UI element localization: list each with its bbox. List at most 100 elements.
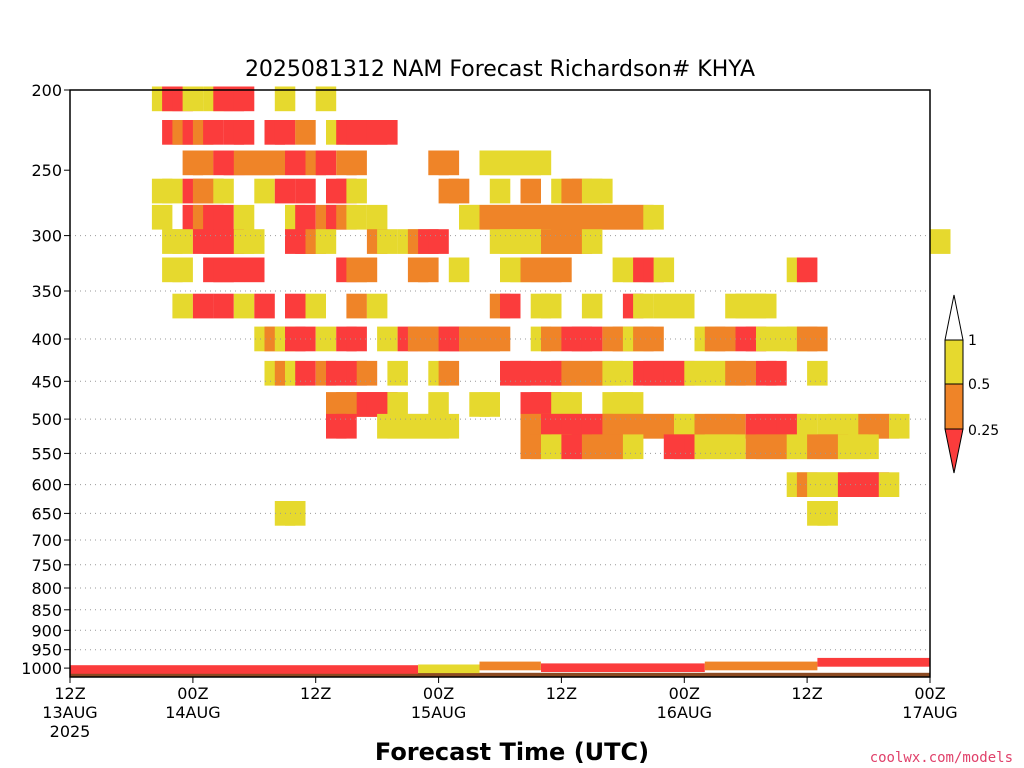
heatmap-cell xyxy=(817,501,838,526)
heatmap-cell xyxy=(448,178,470,204)
heatmap-cell xyxy=(223,257,245,283)
heatmap-cell xyxy=(346,293,367,319)
boundary-layer-band xyxy=(541,663,705,672)
heatmap-cell xyxy=(653,257,675,283)
y-tick-label: 200 xyxy=(31,81,62,100)
heatmap-cell xyxy=(428,229,449,254)
x-tick-label: 14AUG xyxy=(165,703,220,722)
heatmap-cell xyxy=(285,150,306,176)
heatmap-cell xyxy=(151,204,173,230)
boundary-layer-band xyxy=(817,657,930,667)
y-tick-label: 1000 xyxy=(21,659,62,678)
heatmap-cell xyxy=(581,293,603,319)
heatmap-cell xyxy=(530,150,552,176)
heatmap-cell xyxy=(561,392,582,417)
heatmap-cell xyxy=(796,257,818,283)
heatmap-cell xyxy=(377,229,398,254)
heatmap-cell xyxy=(346,150,367,176)
heatmap-cell xyxy=(356,360,378,386)
y-axis-ticks: 200 250 300 350 400 450 500 550 600 650 700 750 800 8… xyxy=(21,81,70,678)
heatmap-cell xyxy=(674,293,695,319)
heatmap-cell xyxy=(725,413,746,439)
heatmap-cell xyxy=(735,360,756,386)
y-tick-label: 400 xyxy=(31,330,62,349)
heatmap-cell xyxy=(182,86,204,112)
heatmap-cell xyxy=(541,326,562,352)
plot-frame xyxy=(69,89,931,678)
heatmap-cell xyxy=(213,178,234,204)
heatmap-cell xyxy=(213,293,234,319)
heatmap-cell xyxy=(295,360,316,386)
x-tick-label: 00Z xyxy=(423,684,454,703)
chart-title: 2025081312 NAM Forecast Richardson# KHYA xyxy=(245,57,755,82)
heatmap-cell xyxy=(377,326,398,352)
y-tick-label: 550 xyxy=(31,444,62,463)
heatmap-cell xyxy=(233,86,255,112)
boundary-layer-band xyxy=(70,665,419,674)
heatmap-cell xyxy=(254,293,275,319)
x-tick-label: 13AUG xyxy=(42,703,97,722)
heatmap-cell xyxy=(807,360,828,386)
x-tick-label: 00Z xyxy=(914,684,945,703)
legend-swatch-yellow xyxy=(944,339,964,385)
y-tick-label: 500 xyxy=(31,410,62,429)
grid-lines xyxy=(70,235,930,651)
x-axis-title: Forecast Time (UTC) xyxy=(375,738,649,766)
heatmap-cell xyxy=(551,257,572,283)
legend-label-0-25: 0.25 xyxy=(968,423,999,439)
heatmap-cell xyxy=(244,257,265,283)
y-tick-label: 650 xyxy=(31,504,62,523)
heatmap-cell xyxy=(500,293,521,319)
boundary-layer-band xyxy=(479,661,541,671)
heatmap-cell xyxy=(858,434,879,460)
heatmap-cells xyxy=(151,86,951,526)
y-tick-label: 250 xyxy=(31,161,62,180)
heatmap-cell xyxy=(448,257,470,283)
heatmap-cell xyxy=(346,326,367,352)
legend-swatch-orange xyxy=(944,383,964,430)
heatmap-cell xyxy=(305,293,326,319)
heatmap-cell xyxy=(172,293,193,319)
heatmap-cell xyxy=(520,360,541,386)
heatmap-cell xyxy=(315,150,337,176)
heatmap-cell xyxy=(274,178,296,204)
heatmap-cell xyxy=(295,120,316,145)
heatmap-cell xyxy=(356,257,378,283)
heatmap-cell xyxy=(233,120,255,145)
x-tick-label: 12Z xyxy=(300,684,331,703)
heatmap-cell xyxy=(336,413,357,439)
y-tick-label: 800 xyxy=(31,579,62,598)
heatmap-cell xyxy=(633,293,654,319)
y-tick-label: 600 xyxy=(31,476,62,495)
heatmap-cell xyxy=(541,293,562,319)
heatmap-cell xyxy=(489,178,511,204)
heatmap-cell xyxy=(725,434,746,460)
legend-tip-top xyxy=(944,294,964,341)
heatmap-cell xyxy=(315,229,337,254)
heatmap-cell xyxy=(264,150,285,176)
x-tick-label: 16AUG xyxy=(657,703,712,722)
boundary-layer-band xyxy=(418,664,480,674)
heatmap-cell xyxy=(213,204,234,230)
heatmap-cell xyxy=(295,178,316,204)
y-tick-label: 850 xyxy=(31,601,62,620)
x-tick-label: 00Z xyxy=(177,684,208,703)
heatmap-cell xyxy=(479,392,500,417)
heatmap-cell xyxy=(643,204,664,230)
heatmap-cell xyxy=(377,120,398,145)
heatmap-cell xyxy=(766,360,787,386)
y-tick-label: 450 xyxy=(31,372,62,391)
heatmap-cell xyxy=(203,120,224,145)
heatmap-cell xyxy=(366,204,388,230)
heatmap-cell xyxy=(930,229,951,254)
x-tick-label: 2025 xyxy=(50,722,91,741)
heatmap-cell xyxy=(366,293,388,319)
y-tick-label: 350 xyxy=(31,282,62,301)
heatmap-cell xyxy=(581,229,603,254)
y-tick-label: 900 xyxy=(31,621,62,640)
heatmap-cell xyxy=(274,120,296,145)
heatmap-cell xyxy=(878,472,900,497)
heatmap-cell xyxy=(233,293,255,319)
